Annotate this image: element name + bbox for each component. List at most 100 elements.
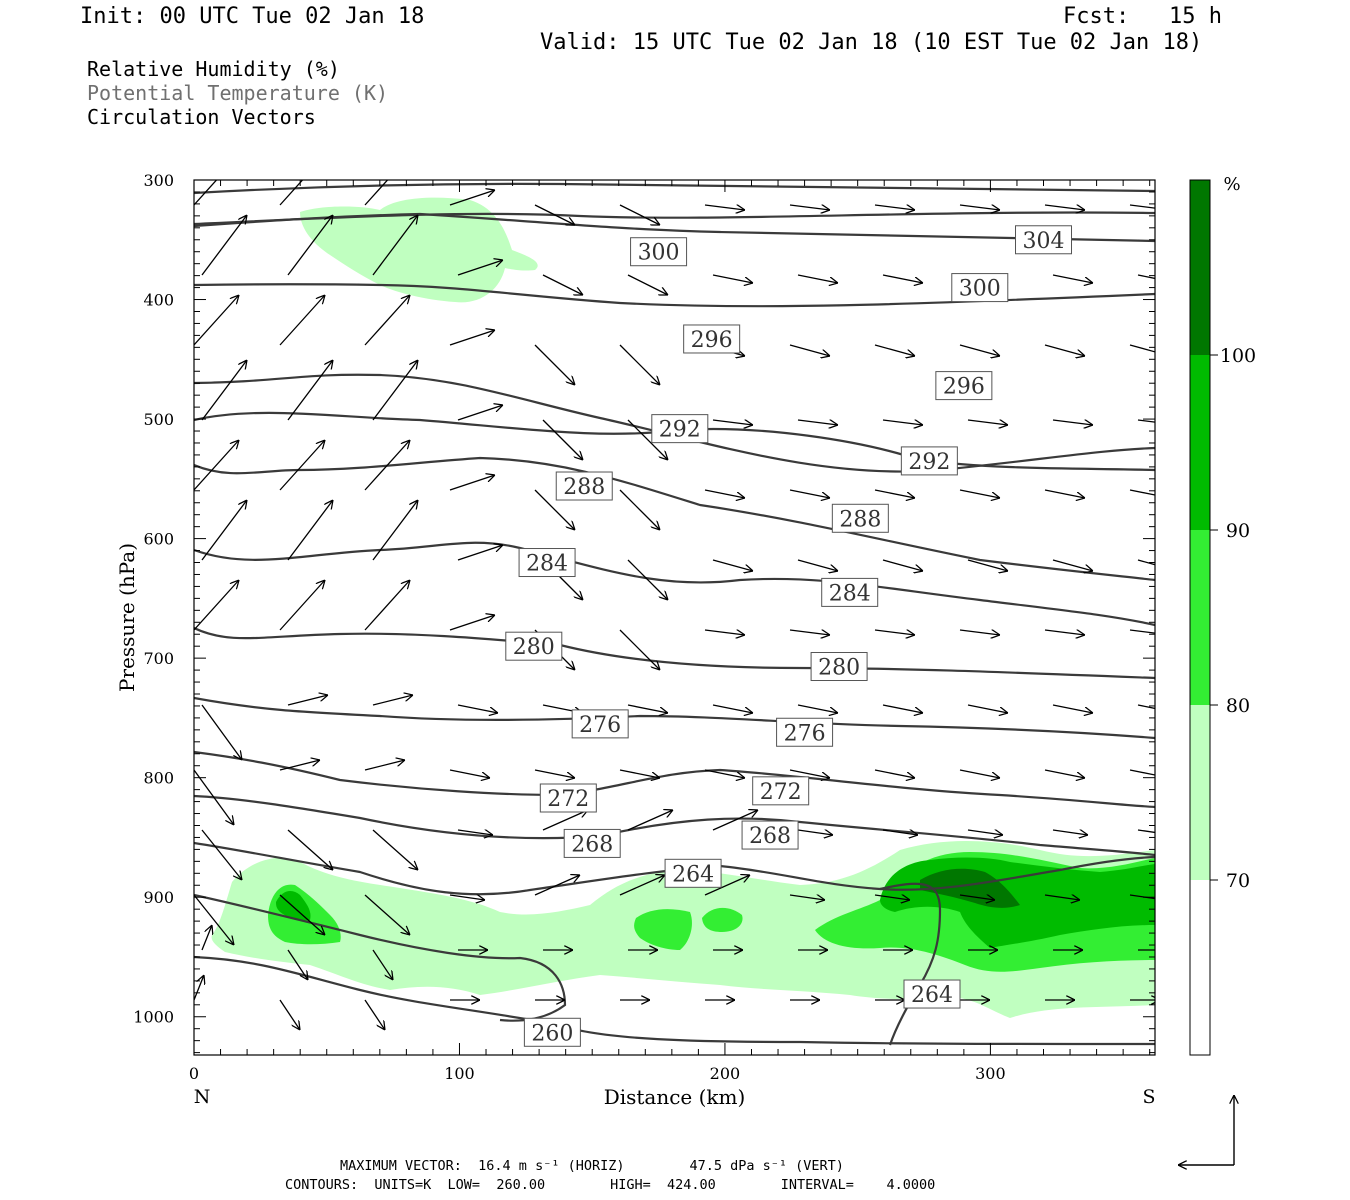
theta-contour-line [879, 882, 942, 1046]
contour-label-box [903, 979, 961, 1009]
x-end-label-left: N [194, 1086, 211, 1108]
circulation-vector [449, 475, 495, 491]
circulation-vector [194, 975, 204, 1001]
circulation-vector [194, 894, 234, 945]
circulation-vector [287, 215, 333, 276]
colorbar-segment [1190, 180, 1210, 355]
circulation-vector [201, 704, 242, 760]
circulation-vector [542, 274, 583, 295]
contour-label: 264 [911, 983, 953, 1008]
contour-label: 268 [749, 824, 791, 849]
circulation-vector [789, 344, 830, 356]
y-tick-label: 300 [143, 171, 174, 190]
circulation-vector [874, 895, 910, 900]
circulation-vector [449, 330, 495, 346]
x-tick-label: 100 [444, 1064, 475, 1083]
circulation-vector [1137, 559, 1155, 566]
circulation-vector [967, 419, 1008, 425]
circulation-vector [797, 830, 833, 835]
circulation-vector [449, 895, 485, 900]
contour-label: 280 [818, 656, 860, 681]
circulation-vector [1044, 895, 1080, 900]
circulation-vector [457, 405, 503, 421]
y-tick-label: 400 [143, 291, 174, 310]
contour-label: 276 [579, 713, 621, 738]
circulation-vector [287, 949, 308, 980]
contour-label: 288 [563, 475, 605, 500]
contour-label-box [900, 446, 958, 476]
y-tick-label: 800 [143, 769, 174, 788]
contour-label-box [831, 503, 889, 533]
contour-label-box [571, 709, 629, 739]
colorbar-level-label: 80 [1226, 695, 1250, 717]
contour-label: 292 [659, 418, 701, 443]
contour-label-box [523, 1017, 581, 1047]
contour-label: 260 [531, 1021, 573, 1046]
circulation-vector [279, 580, 325, 631]
circulation-vector [967, 704, 1008, 713]
circulation-vector [1044, 769, 1085, 778]
circulation-vector [194, 769, 234, 825]
circulation-vector [1129, 629, 1155, 634]
circulation-vector [457, 545, 503, 561]
theta-contour-line [194, 541, 1155, 627]
circulation-vector [882, 274, 923, 283]
init-time: Init: 00 UTC Tue 02 Jan 18 [80, 4, 425, 29]
circulation-vector [874, 489, 915, 498]
circulation-vector [1137, 829, 1155, 834]
circulation-vector [874, 769, 915, 778]
forecast-hour: Fcst: 15 h [1063, 4, 1222, 29]
colorbar-frame [1189, 179, 1211, 1056]
contour-label-box [539, 783, 597, 813]
circulation-vector [372, 695, 413, 706]
colorbar-segment [1190, 530, 1210, 705]
rh-80-mid-blob [702, 907, 743, 932]
circulation-vector [704, 204, 745, 210]
circulation-vector [279, 440, 325, 491]
circulation-vector [882, 559, 923, 571]
y-tick-label: 600 [143, 530, 174, 549]
contour-label: 272 [547, 787, 589, 812]
circulation-vector [364, 760, 405, 771]
circulation-vector [457, 704, 498, 713]
circulation-vector [959, 895, 995, 900]
circulation-vector [882, 704, 923, 713]
contour-label: 268 [571, 832, 613, 857]
contour-label-box [630, 237, 688, 267]
colorbar-unit: % [1223, 174, 1240, 195]
contour-label-box [555, 471, 613, 501]
circulation-vector [712, 559, 753, 571]
circulation-vector [627, 274, 668, 295]
circulation-vector [534, 769, 575, 778]
circulation-vector [372, 500, 418, 561]
circulation-vector [882, 830, 918, 835]
circulation-vector [279, 760, 320, 771]
contour-labels: 300 304 300 296 296 292 292 288 288 284 284 280 280 2… [505, 225, 1073, 1047]
contour-label: 264 [672, 862, 714, 887]
circulation-vector [967, 559, 1008, 571]
contour-label-box [821, 577, 879, 607]
x-tick-label: 0 [189, 1064, 199, 1083]
circulation-vector [457, 830, 493, 835]
circulation-vector [449, 615, 495, 631]
rh-80-mid-patch [634, 909, 692, 950]
theta-contour-line [194, 696, 1155, 740]
circulation-vector [449, 769, 490, 778]
circulation-vector [712, 419, 753, 425]
y-tick-label: 500 [143, 410, 174, 429]
circulation-vector [704, 489, 745, 498]
circulation-vector [364, 295, 410, 346]
circulation-vector [789, 895, 825, 900]
circulation-vector [789, 489, 830, 498]
circulation-vector [201, 829, 242, 880]
circulation-vector [1137, 419, 1155, 423]
circulation-vector [1052, 830, 1088, 835]
circulation-vector [534, 344, 575, 385]
circulation-vector [959, 204, 1000, 210]
circulation-vector [959, 629, 1000, 635]
contour-label-box [651, 414, 709, 444]
circulation-vector [364, 440, 410, 491]
plot-frame [193, 179, 1156, 1056]
circulation-vector [1044, 204, 1085, 210]
circulation-vector [789, 204, 830, 210]
